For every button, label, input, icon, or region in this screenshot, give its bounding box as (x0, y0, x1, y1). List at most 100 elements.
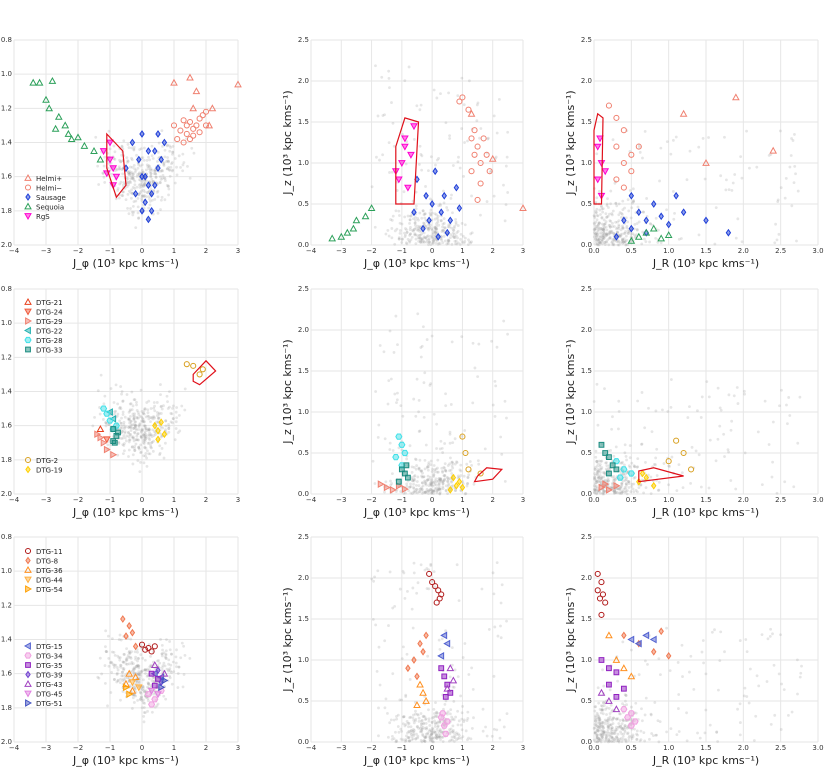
background-star (430, 492, 433, 495)
background-star (431, 579, 434, 583)
background-star (621, 735, 625, 738)
panel-row3-jz-jr: 0.0 0.5 1.0 1.5 2.0 2.5 3.00.00.51.01.52.02.5J… (564, 533, 824, 767)
background-star (103, 681, 107, 685)
background-star (123, 415, 127, 419)
background-star (140, 163, 144, 167)
background-star (121, 674, 125, 678)
background-star (139, 674, 142, 678)
background-star (381, 153, 385, 157)
background-star (132, 701, 136, 704)
background-star (410, 607, 414, 611)
background-star (627, 464, 631, 468)
background-star (182, 161, 186, 164)
background-star (621, 728, 625, 731)
background-star (605, 232, 609, 236)
background-star (133, 430, 136, 434)
background-star (138, 178, 141, 182)
data-point (186, 136, 194, 143)
background-star (416, 736, 420, 740)
data-point (627, 635, 635, 644)
background-star (142, 424, 146, 427)
background-star (429, 483, 433, 487)
background-star (418, 163, 421, 166)
data-point (158, 418, 164, 427)
background-star (743, 451, 747, 455)
background-star (391, 672, 395, 676)
background-star (140, 156, 143, 160)
background-star (133, 693, 136, 697)
data-point (423, 631, 429, 640)
background-star (654, 409, 658, 413)
background-star (412, 491, 416, 494)
background-star (131, 175, 135, 178)
background-star (461, 656, 465, 659)
background-star (130, 166, 134, 169)
background-star (115, 666, 119, 669)
background-star (602, 489, 606, 493)
background-star (120, 144, 124, 148)
background-star (129, 426, 133, 429)
background-star (436, 242, 440, 246)
legend-label: DTG-28 (36, 337, 63, 345)
data-point (456, 98, 463, 105)
series-dtg-19 (152, 418, 168, 444)
data-point (613, 232, 620, 241)
x-tick-label: 2.0 (738, 247, 749, 255)
background-star (608, 230, 611, 234)
background-star (626, 489, 629, 493)
background-star (422, 735, 426, 739)
y-tick-label: 2.5 (581, 36, 592, 44)
background-star (782, 688, 786, 691)
background-star (597, 739, 600, 743)
background-star (159, 393, 162, 397)
background-star (716, 740, 720, 743)
data-point (420, 647, 426, 656)
y-tick-label: 2.5 (298, 36, 309, 44)
data-point (444, 228, 450, 237)
background-star (421, 715, 425, 719)
data-point (631, 718, 639, 725)
background-star (636, 205, 640, 209)
background-star (152, 406, 156, 410)
background-star (653, 463, 656, 466)
background-star (632, 233, 636, 237)
background-star (136, 432, 140, 435)
background-star (503, 479, 507, 483)
data-point (621, 216, 627, 225)
background-star (412, 466, 416, 469)
legend-marker (24, 456, 32, 464)
background-star (430, 726, 434, 730)
background-star (389, 479, 392, 483)
series-dtg-34 (437, 710, 451, 737)
background-star (594, 705, 598, 709)
background-star (106, 443, 110, 447)
background-star (649, 712, 653, 716)
background-star (462, 720, 466, 724)
data-point (183, 122, 190, 129)
background-star (503, 219, 507, 223)
background-star (606, 197, 609, 201)
background-star (121, 660, 125, 664)
background-star (157, 412, 161, 416)
background-star (130, 146, 134, 150)
background-star (623, 240, 627, 244)
data-point (606, 454, 612, 461)
background-star (681, 486, 685, 490)
background-star (412, 486, 415, 489)
background-star (414, 207, 418, 211)
background-star (595, 735, 599, 739)
background-star (153, 197, 157, 201)
background-star (637, 486, 641, 490)
background-star (128, 651, 132, 655)
background-star (498, 736, 502, 740)
background-star (163, 179, 167, 183)
background-star (425, 466, 429, 469)
background-star (121, 436, 125, 440)
background-star (610, 732, 614, 735)
background-star (140, 430, 143, 434)
background-star (608, 219, 612, 223)
background-star (599, 733, 603, 737)
background-star (596, 729, 600, 733)
background-star (453, 733, 456, 737)
